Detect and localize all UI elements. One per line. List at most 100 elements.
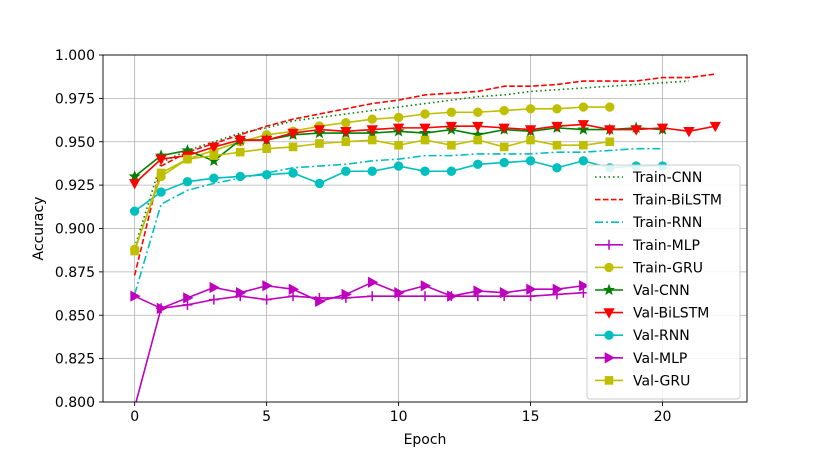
- point-val-mlp: [420, 280, 432, 292]
- legend-marker: [603, 308, 615, 319]
- point-val-gru: [552, 140, 562, 150]
- point-val-mlp: [209, 281, 220, 294]
- y-tick-label: 0.925: [55, 178, 95, 194]
- legend: Train-CNN Train-BiLSTM Train-RNN Train-MLP T…: [586, 164, 741, 400]
- point-val-bilstm: [392, 123, 405, 134]
- series-train-cnn: [133, 80, 689, 248]
- point-val-bilstm: [208, 142, 220, 153]
- point-val-bilstm: [498, 123, 510, 134]
- legend-marker: [604, 239, 614, 250]
- point-val-bilstm: [260, 135, 273, 147]
- y-tick-label: 0.950: [55, 135, 95, 151]
- point-val-mlp: [315, 295, 326, 308]
- point-val-gru: [315, 139, 324, 148]
- point-val-mlp: [262, 280, 273, 292]
- legend-marker: [602, 283, 616, 296]
- point-train-gru: [605, 102, 615, 112]
- point-val-rnn: [288, 168, 298, 178]
- point-val-rnn: [314, 178, 325, 189]
- point-train-mlp: [182, 299, 193, 310]
- y-tick-label: 0.975: [55, 91, 95, 107]
- point-val-mlp: [526, 283, 537, 295]
- legend-item-val-gru: Val-GRU: [595, 373, 690, 389]
- point-val-mlp: [552, 283, 564, 295]
- point-val-mlp: [235, 287, 247, 299]
- series-val-bilstm: [129, 120, 721, 190]
- point-val-bilstm: [287, 128, 299, 140]
- point-val-rnn: [341, 166, 351, 176]
- point-val-rnn: [552, 163, 562, 173]
- point-val-rnn: [499, 157, 509, 168]
- point-val-gru: [473, 135, 483, 145]
- point-val-bilstm: [630, 125, 642, 136]
- y-tick-label: 0.825: [55, 352, 95, 368]
- point-val-mlp: [183, 292, 194, 304]
- point-val-mlp: [394, 287, 405, 299]
- point-train-mlp: [208, 294, 219, 305]
- line-train-bilstm: [133, 73, 716, 276]
- point-train-gru: [367, 114, 377, 124]
- point-val-mlp: [288, 283, 300, 295]
- legend-label: Train-GRU: [632, 260, 703, 276]
- point-val-mlp: [367, 276, 379, 288]
- y-axis-label: Accuracy: [31, 197, 47, 261]
- point-val-bilstm: [656, 123, 669, 134]
- series-train-mlp: [135, 287, 589, 402]
- point-val-gru: [235, 147, 245, 157]
- point-val-bilstm: [577, 120, 590, 131]
- point-val-gru: [499, 142, 509, 152]
- point-val-rnn: [473, 159, 483, 170]
- legend-marker: [604, 352, 616, 364]
- point-val-bilstm: [419, 123, 431, 134]
- y-tick-label: 0.800: [55, 395, 95, 411]
- legend-item-val-bilstm: Val-BiLSTM: [595, 306, 709, 322]
- point-val-gru: [183, 154, 192, 164]
- point-train-gru: [525, 104, 536, 114]
- legend-label: Val-RNN: [633, 328, 690, 344]
- point-val-mlp: [130, 290, 141, 302]
- point-val-bilstm: [604, 125, 616, 136]
- point-val-bilstm: [234, 135, 246, 147]
- point-val-gru: [579, 140, 588, 150]
- y-tick-label: 0.850: [55, 308, 95, 324]
- legend-label: Val-CNN: [633, 283, 690, 299]
- series-val-mlp: [130, 276, 590, 314]
- x-axis-label: Epoch: [404, 432, 447, 448]
- legend-label: Val-GRU: [633, 373, 690, 389]
- point-train-gru: [420, 109, 430, 119]
- point-train-mlp: [261, 294, 272, 305]
- series-val-gru: [130, 135, 615, 256]
- series-train-bilstm: [133, 73, 716, 276]
- x-tick-label: 0: [130, 409, 139, 425]
- legend-label: Train-CNN: [632, 170, 702, 186]
- point-val-bilstm: [472, 121, 484, 133]
- point-train-mlp: [525, 291, 536, 302]
- line-train-cnn: [133, 80, 689, 248]
- point-val-rnn: [393, 161, 404, 171]
- point-val-mlp: [156, 302, 168, 314]
- point-train-gru: [499, 105, 509, 116]
- point-val-gru: [526, 135, 535, 145]
- legend-label: Val-MLP: [633, 351, 687, 367]
- point-train-gru: [446, 107, 457, 117]
- x-tick-label: 5: [262, 409, 271, 425]
- legend-item-train-bilstm: Train-BiLSTM: [595, 193, 722, 209]
- point-val-bilstm: [313, 125, 326, 136]
- point-val-gru: [394, 140, 403, 150]
- point-val-gru: [262, 144, 271, 153]
- line-train-rnn: [133, 147, 663, 295]
- point-val-rnn: [235, 171, 245, 182]
- point-val-bilstm: [129, 179, 141, 190]
- legend-label: Train-MLP: [632, 238, 700, 254]
- series-lines: [128, 73, 721, 402]
- point-val-rnn: [156, 187, 166, 197]
- point-val-bilstm: [155, 154, 167, 166]
- point-train-mlp: [288, 291, 299, 302]
- point-train-gru: [578, 102, 589, 112]
- legend-item-val-rnn: Val-RNN: [595, 328, 690, 344]
- legend-marker: [604, 376, 614, 385]
- legend-item-val-cnn: Val-CNN: [595, 283, 690, 299]
- legend-item-val-mlp: Val-MLP: [595, 351, 687, 367]
- point-val-bilstm: [340, 127, 352, 138]
- point-val-rnn: [182, 176, 193, 187]
